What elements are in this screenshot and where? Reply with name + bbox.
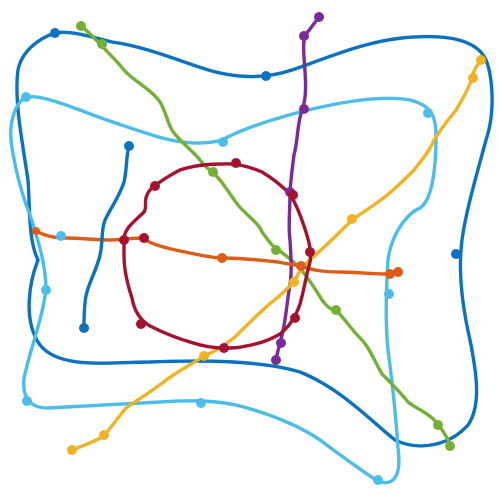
station-red-ring[interactable] [290, 313, 300, 323]
station-orange[interactable] [296, 261, 306, 271]
station-green[interactable] [76, 21, 86, 31]
station-green[interactable] [433, 420, 443, 430]
station-inner-loop[interactable] [196, 398, 206, 408]
station-orange[interactable] [217, 253, 227, 263]
station-orange[interactable] [32, 227, 40, 235]
line-blue-spur[interactable] [82, 144, 131, 330]
station-blue-spur[interactable] [124, 141, 134, 151]
station-red-ring[interactable] [136, 319, 146, 329]
station-inner-loop[interactable] [22, 396, 32, 406]
line-inner-loop[interactable] [9, 94, 438, 485]
station-inner-loop[interactable] [56, 231, 66, 241]
station-inner-loop[interactable] [218, 137, 228, 147]
station-green[interactable] [271, 245, 281, 255]
station-yellow[interactable] [199, 351, 209, 361]
station-yellow[interactable] [99, 430, 109, 440]
station-red-ring[interactable] [219, 343, 229, 353]
station-yellow[interactable] [67, 445, 77, 455]
station-inner-loop[interactable] [373, 475, 383, 485]
station-orange[interactable] [385, 269, 395, 279]
station-purple[interactable] [271, 355, 281, 365]
station-purple[interactable] [314, 12, 324, 22]
station-red-ring[interactable] [150, 181, 160, 191]
station-yellow[interactable] [468, 73, 478, 83]
station-outer-loop[interactable] [79, 323, 89, 333]
station-outer-loop[interactable] [261, 71, 271, 81]
station-purple[interactable] [299, 31, 309, 41]
station-red-ring[interactable] [231, 158, 241, 168]
line-green[interactable] [79, 24, 454, 448]
station-inner-loop[interactable] [21, 92, 31, 102]
station-purple[interactable] [276, 338, 286, 348]
station-green[interactable] [331, 305, 341, 315]
station-outer-loop[interactable] [50, 28, 60, 38]
station-inner-loop[interactable] [384, 289, 394, 299]
line-outer-loop[interactable] [15, 30, 494, 448]
station-red-ring[interactable] [288, 190, 298, 200]
station-yellow[interactable] [289, 277, 299, 287]
station-red-ring[interactable] [305, 247, 315, 257]
line-purple[interactable] [274, 15, 321, 362]
station-green[interactable] [97, 39, 107, 49]
station-outer-loop[interactable] [451, 249, 461, 259]
station-orange[interactable] [393, 267, 403, 277]
station-purple[interactable] [299, 104, 309, 114]
station-inner-loop[interactable] [41, 285, 51, 295]
station-yellow[interactable] [347, 214, 357, 224]
station-red-ring[interactable] [139, 233, 149, 243]
station-red-ring[interactable] [119, 235, 129, 245]
station-green[interactable] [445, 441, 455, 451]
station-yellow[interactable] [476, 55, 486, 65]
station-green[interactable] [208, 167, 218, 177]
station-inner-loop[interactable] [423, 108, 433, 118]
